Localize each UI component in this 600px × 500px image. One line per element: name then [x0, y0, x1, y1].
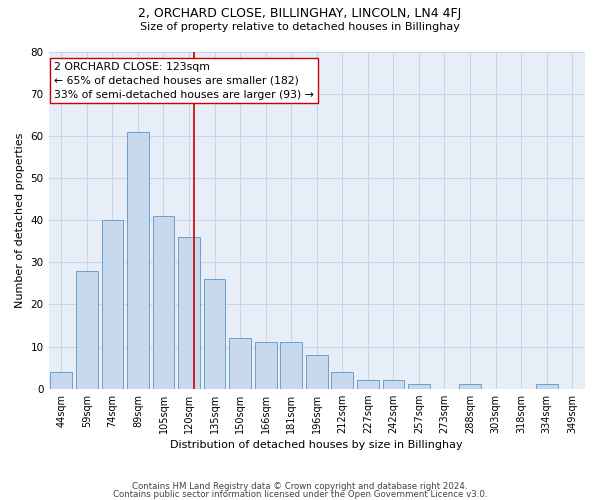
Bar — [229, 338, 251, 388]
Bar — [357, 380, 379, 388]
Bar — [50, 372, 72, 388]
Bar — [280, 342, 302, 388]
Text: 2 ORCHARD CLOSE: 123sqm
← 65% of detached houses are smaller (182)
33% of semi-d: 2 ORCHARD CLOSE: 123sqm ← 65% of detache… — [54, 62, 314, 100]
Bar — [204, 279, 226, 388]
Bar — [383, 380, 404, 388]
Text: 2, ORCHARD CLOSE, BILLINGHAY, LINCOLN, LN4 4FJ: 2, ORCHARD CLOSE, BILLINGHAY, LINCOLN, L… — [139, 8, 461, 20]
Text: Contains HM Land Registry data © Crown copyright and database right 2024.: Contains HM Land Registry data © Crown c… — [132, 482, 468, 491]
Bar — [331, 372, 353, 388]
Bar — [101, 220, 123, 388]
Text: Size of property relative to detached houses in Billinghay: Size of property relative to detached ho… — [140, 22, 460, 32]
Text: Contains public sector information licensed under the Open Government Licence v3: Contains public sector information licen… — [113, 490, 487, 499]
Bar — [536, 384, 557, 388]
X-axis label: Distribution of detached houses by size in Billinghay: Distribution of detached houses by size … — [170, 440, 463, 450]
Y-axis label: Number of detached properties: Number of detached properties — [15, 132, 25, 308]
Bar — [255, 342, 277, 388]
Bar — [459, 384, 481, 388]
Bar — [76, 270, 98, 388]
Bar — [306, 355, 328, 388]
Bar — [152, 216, 175, 388]
Bar — [408, 384, 430, 388]
Bar — [127, 132, 149, 388]
Bar — [178, 237, 200, 388]
